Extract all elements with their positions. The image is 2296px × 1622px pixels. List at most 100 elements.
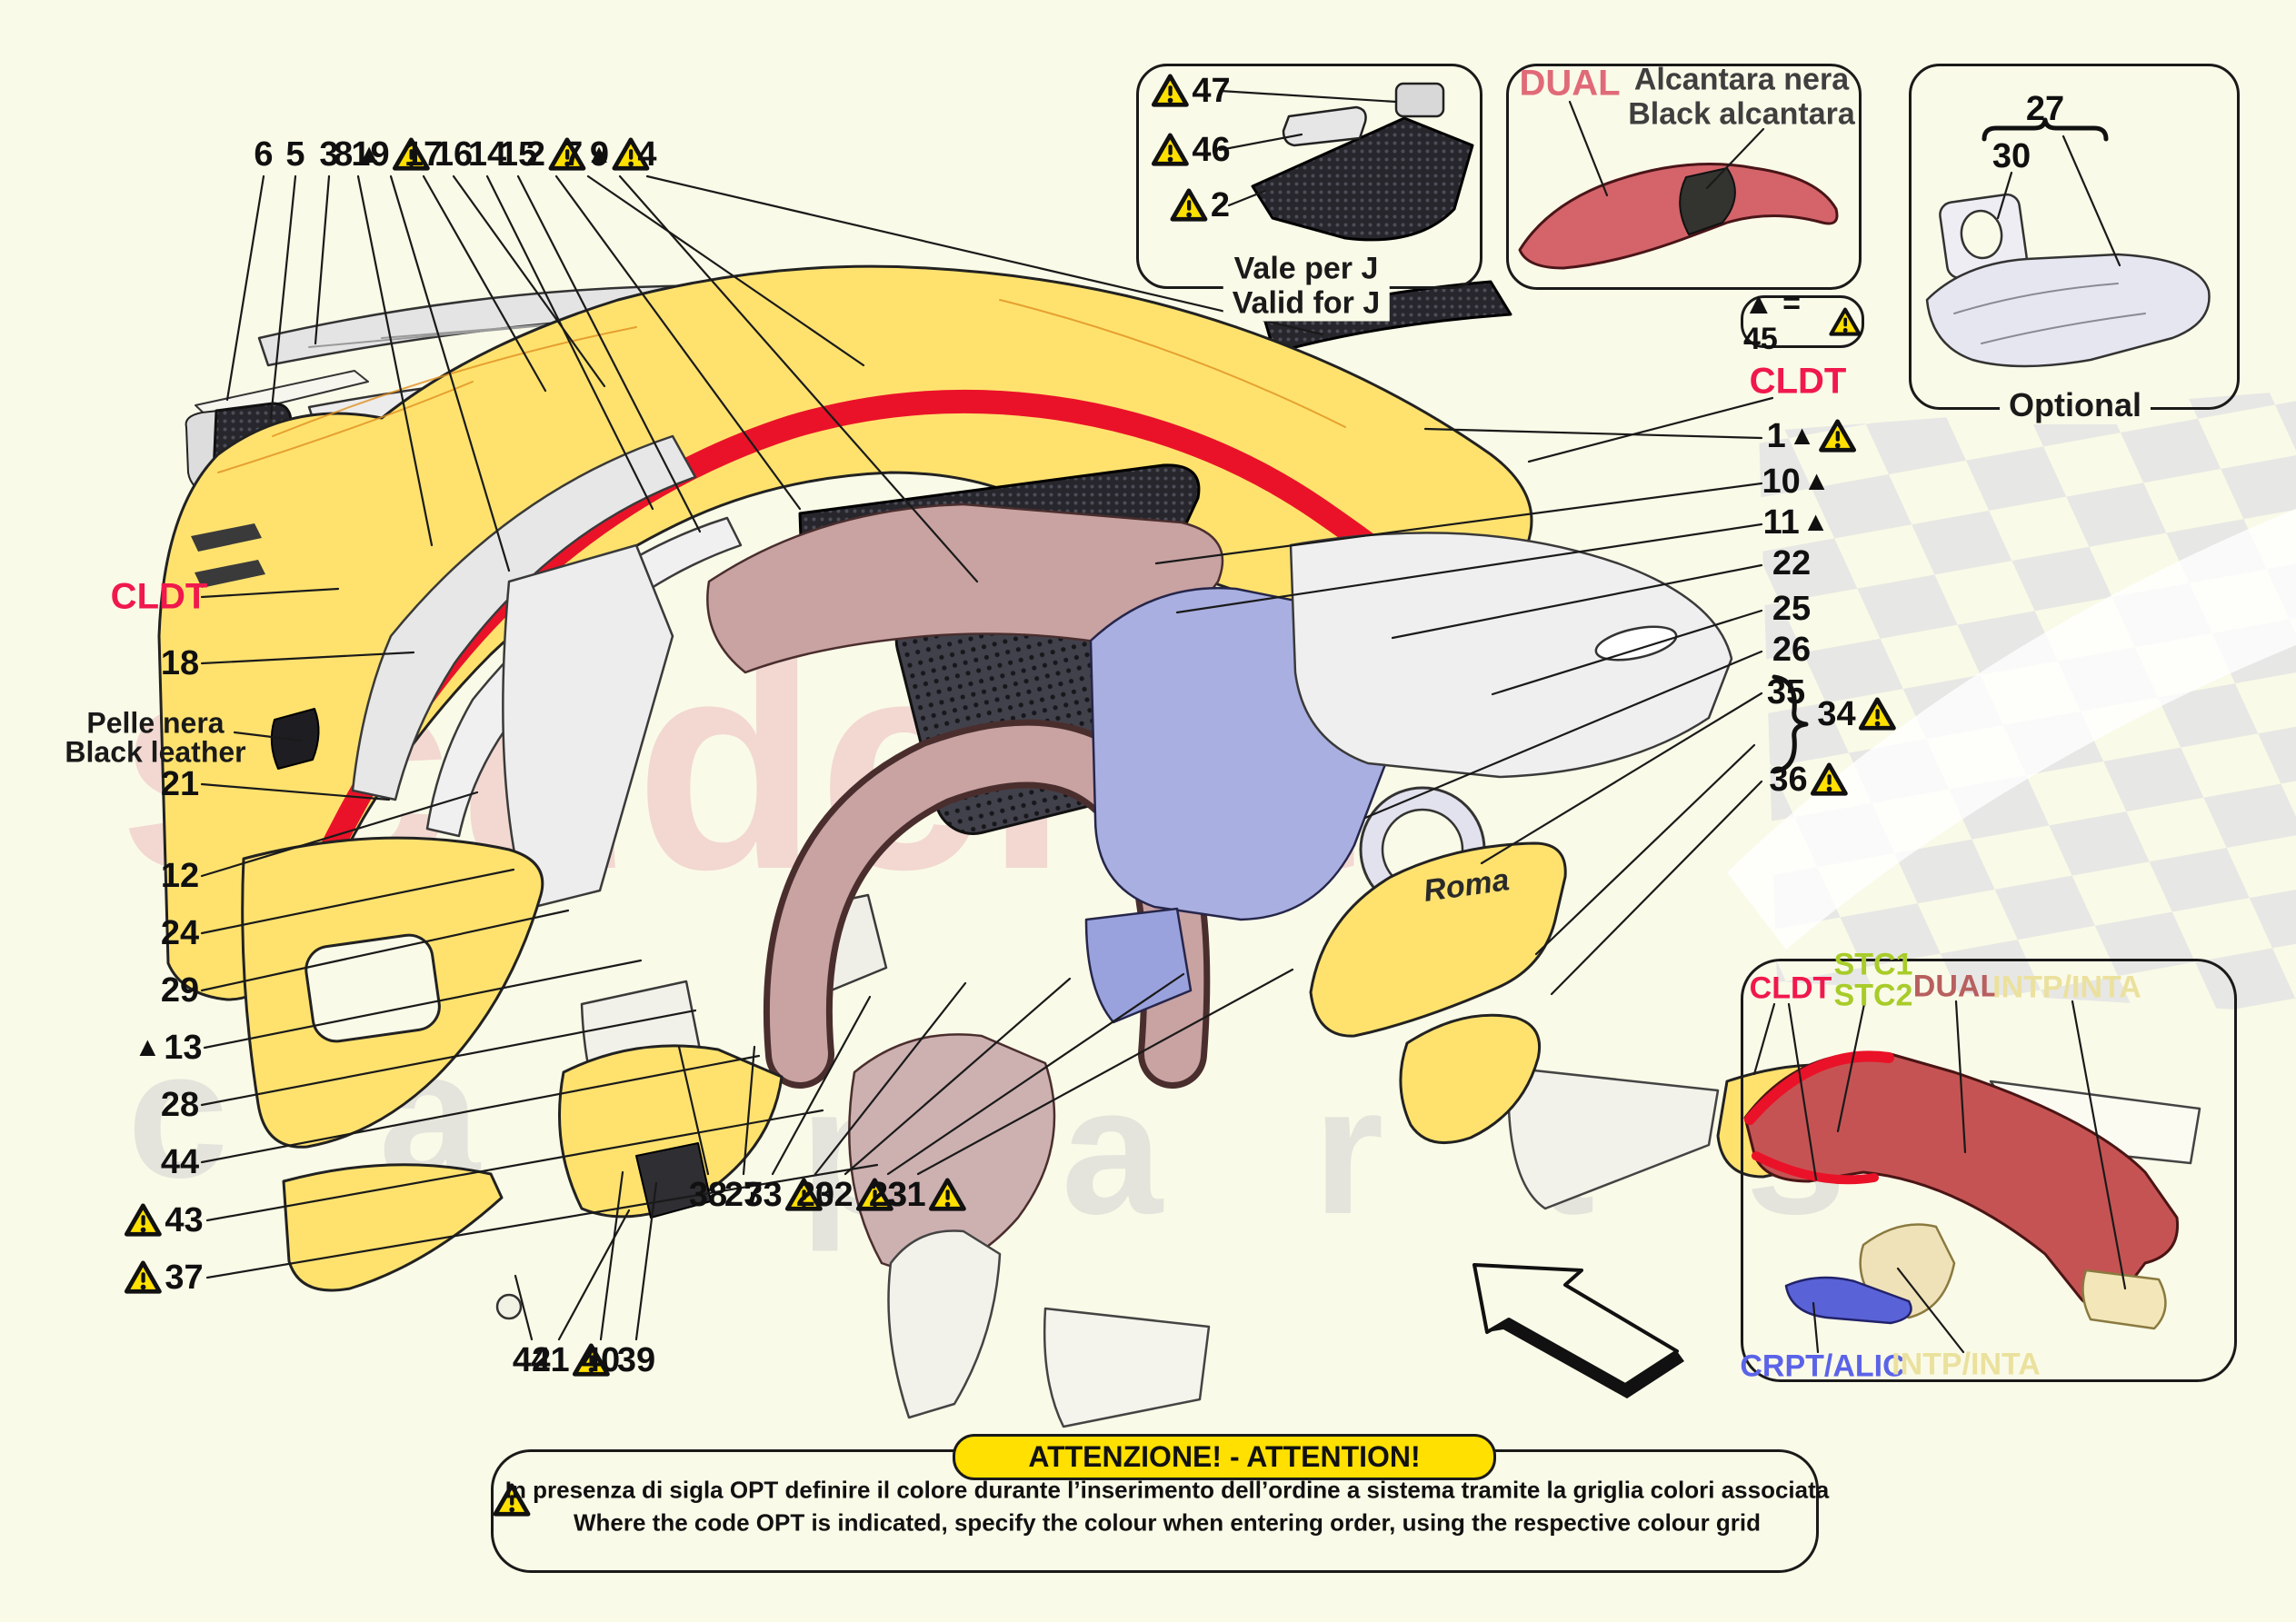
callout-11: 11 ▲: [1763, 505, 1830, 540]
warning-icon: [1829, 307, 1862, 336]
brace-34: [1772, 674, 1809, 774]
warning-icon: [124, 1203, 162, 1237]
leader-line: [1954, 1000, 1967, 1154]
legend-intp2: INTP/INTA: [1892, 1347, 2041, 1382]
callout-number: 44: [160, 1143, 200, 1181]
valid-j-caption-en: Valid for J: [1223, 285, 1390, 322]
callout-26: 26: [1772, 632, 1811, 667]
callout-number: 40: [581, 1341, 621, 1379]
warning-icon: [393, 137, 431, 171]
leader-line: [269, 174, 297, 420]
leader-line: [1527, 396, 1774, 463]
bottom-brackets: [495, 1142, 1211, 1428]
callout-2: 2: [526, 137, 586, 172]
optional-caption: Optional: [2000, 386, 2151, 424]
callout-number: 16: [434, 135, 474, 174]
leader-line: [677, 1045, 710, 1176]
callout-number: 23: [868, 1176, 908, 1214]
callout-43: 43: [124, 1201, 204, 1239]
callout-number: 43: [165, 1201, 204, 1239]
leader-line: [1752, 1002, 1776, 1076]
leader-line: [516, 174, 702, 533]
warning-icon: [929, 1178, 967, 1211]
callout-41: 41: [531, 1341, 611, 1379]
triangle-marker: ▲: [1788, 421, 1816, 451]
legend-stc1: STC1: [1833, 947, 1913, 982]
callout-number: 4: [637, 135, 657, 174]
warning-icon: [1151, 74, 1189, 107]
callout-number: 8: [334, 135, 354, 174]
callout-47: 47: [1151, 72, 1231, 110]
leader-line: [200, 1009, 697, 1107]
dual-inset-box: [1506, 64, 1862, 290]
attention-line-en: Where the code OPT is indicated, specify…: [573, 1508, 1762, 1537]
callout-number: 22: [1772, 544, 1812, 582]
callout-39: 39: [617, 1343, 655, 1378]
callout-2: 2: [1170, 188, 1230, 223]
leader-line: [225, 174, 265, 402]
callout-number: 2: [525, 135, 546, 174]
callout-17: 17: [404, 137, 443, 172]
callout-number: 3: [319, 135, 339, 174]
leader-line: [1534, 743, 1756, 956]
legend-crpt: CRPT/ALIC: [1740, 1348, 1905, 1384]
callout-number: 47: [1192, 72, 1231, 110]
callout-14: 14: [468, 137, 506, 172]
leader-line: [233, 731, 304, 742]
callout-number: 19: [351, 135, 390, 174]
lower-panels-yellow: [241, 836, 1892, 1292]
callout-8: 8 ▲: [334, 137, 383, 172]
alcantara-note-it: Alcantara nera: [1633, 62, 1850, 97]
leader-line: [200, 909, 570, 992]
callout-number: 41: [531, 1341, 570, 1379]
leader-line: [599, 1170, 624, 1341]
callout-20: 20: [796, 1178, 834, 1212]
callout-number: 29: [160, 971, 200, 1010]
leader-line: [1218, 133, 1303, 152]
leader-line: [1787, 1002, 1818, 1181]
callout-3: 3: [319, 137, 338, 172]
callout-number: 7: [564, 135, 584, 174]
leader-line: [200, 868, 515, 935]
pelle-nera-label-it: Pelle nera: [86, 706, 225, 740]
callout-32: 32: [814, 1178, 894, 1212]
warning-icon: [1151, 133, 1189, 166]
callout-1: 1 ▲: [1767, 419, 1857, 453]
leader-line: [422, 174, 547, 393]
callout-number: 33: [744, 1176, 783, 1214]
leader-line: [200, 587, 340, 599]
callout-number: 17: [404, 135, 444, 174]
dual-inset-parts: [1518, 163, 1839, 270]
triangle-legend-badge: ▲ = 45: [1741, 286, 1864, 356]
leader-line: [200, 782, 391, 801]
callout-number: 38: [688, 1176, 728, 1214]
leader-line: [844, 977, 1072, 1176]
callout-number: 27: [2025, 90, 2065, 128]
callout-number: 12: [160, 857, 200, 895]
legend-cldt: CLDT: [1749, 970, 1832, 1006]
leader-line: [203, 959, 643, 1050]
leader-line: [916, 968, 1294, 1176]
leader-line: [771, 995, 872, 1176]
triangle-marker: ▲: [1802, 466, 1831, 496]
leader-line: [557, 1209, 631, 1341]
leader-line: [356, 174, 434, 547]
leader-line: [2071, 1000, 2127, 1290]
callout-22: 22: [1772, 546, 1811, 581]
callout-number: 27: [724, 1176, 764, 1214]
leader-line: [1227, 189, 1267, 207]
leader-line: [1836, 998, 1867, 1133]
callout-23: 23: [869, 1178, 907, 1212]
callout-number: 36: [1769, 761, 1808, 799]
legend-intp: INTP/INTA: [1992, 970, 2141, 1005]
legend-dual: DUAL: [1912, 969, 2000, 1004]
warning-icon: [1859, 697, 1897, 731]
attention-line-it: In presenza di sigla OPT definire il col…: [504, 1476, 1830, 1504]
warning-icon: [1811, 762, 1849, 796]
triangle-marker: ▲: [134, 1032, 162, 1062]
callout-25: 25: [1772, 592, 1811, 626]
callout-number: 46: [1192, 131, 1231, 169]
leader-line: [1812, 1301, 1820, 1354]
callout-16: 16: [434, 137, 473, 172]
